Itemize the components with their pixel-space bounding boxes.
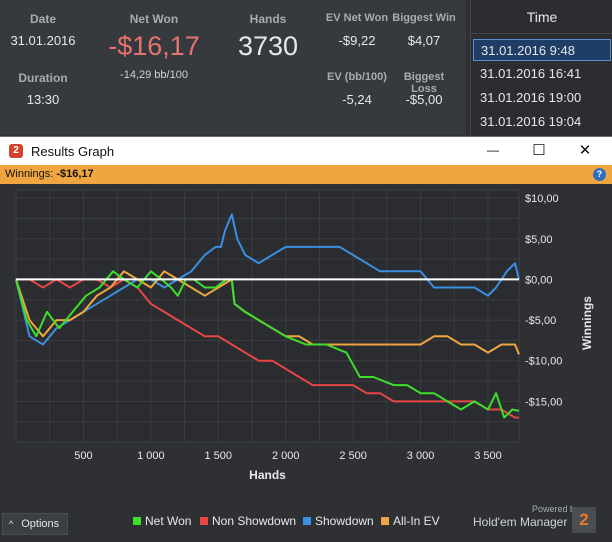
brand-logo-icon: 2 — [572, 507, 596, 533]
winnings-strip: Winnings: -$16,17 ? — [0, 165, 612, 184]
x-axis-title: Hands — [249, 468, 286, 482]
window-title: Results Graph — [31, 144, 115, 159]
date-label: Date — [29, 12, 56, 26]
y-tick-label: -$10,00 — [525, 356, 562, 368]
net-won-label: Net Won — [129, 12, 179, 26]
y-axis-title: Winnings — [580, 296, 594, 350]
y-tick-label: $5,00 — [525, 234, 553, 246]
window-titlebar[interactable]: 2 Results Graph — ☐ ✕ — [0, 137, 612, 165]
ev-net-won-value: -$9,22 — [338, 33, 376, 48]
series-line-net-won — [15, 270, 520, 419]
legend-label: Showdown — [315, 514, 374, 528]
results-chart: $10,00 $5,00 $0,00 -$5,00 -$10,00 -$15,00 500 1… — [15, 189, 594, 482]
x-tick-label: 2 000 — [272, 450, 300, 462]
plot-area — [15, 189, 520, 443]
x-tick-label: 1 500 — [205, 450, 233, 462]
biggest-win-label: Biggest Win — [392, 12, 456, 24]
ev-bb-value: -5,24 — [342, 92, 372, 107]
winnings-label: Winnings: — [5, 168, 54, 180]
legend-label: Net Won — [145, 514, 192, 528]
chart-footer: ^ Options Net Won Non Showdown Showdown A… — [0, 504, 612, 542]
legend-all-in-ev[interactable]: All-In EV — [381, 514, 440, 528]
legend-label: Non Showdown — [212, 514, 297, 528]
y-tick-label: -$5,00 — [525, 315, 556, 327]
maximize-button[interactable]: ☐ — [532, 142, 546, 159]
time-list-item[interactable]: 31.01.2016 19:04 — [480, 114, 582, 129]
app-logo-icon: 2 — [9, 144, 23, 158]
duration-label: Duration — [18, 71, 68, 85]
chevron-up-icon: ^ — [9, 519, 14, 529]
winnings-summary: Winnings: -$16,17 — [5, 168, 94, 180]
legend-label: All-In EV — [393, 514, 440, 528]
session-time-list: Time 31.01.2016 9:48 31.01.2016 16:41 31… — [470, 0, 612, 135]
time-list-item[interactable]: 31.01.2016 16:41 — [480, 66, 582, 81]
legend-showdown[interactable]: Showdown — [303, 514, 374, 528]
powered-by-text: Powered by — [532, 504, 580, 514]
biggest-loss-label: Biggest Loss — [403, 71, 445, 95]
net-won-value: -$16,17 — [108, 31, 200, 61]
hands-label: Hands — [249, 12, 287, 26]
session-summary-panel: Date 31.01.2016 Duration 13:30 Net Won -… — [0, 0, 466, 135]
y-tick-label: $10,00 — [525, 193, 559, 205]
hands-value: 3730 — [237, 31, 299, 61]
bb-per-100-value: -14,29 bb/100 — [120, 69, 188, 81]
x-tick-label: 2 500 — [339, 450, 367, 462]
minimize-button[interactable]: — — [487, 143, 499, 157]
time-list-item[interactable]: 31.01.2016 19:00 — [480, 90, 582, 105]
x-tick-label: 3 000 — [407, 450, 435, 462]
x-tick-label: 3 500 — [474, 450, 502, 462]
help-icon[interactable]: ? — [593, 168, 606, 181]
winnings-value: -$16,17 — [56, 168, 94, 180]
y-tick-label: $0,00 — [525, 274, 553, 286]
options-label: Options — [21, 518, 60, 530]
duration-value: 13:30 — [26, 92, 60, 107]
time-list-item[interactable]: 31.01.2016 9:48 — [473, 39, 611, 61]
series-line-non-showdown — [16, 278, 519, 419]
x-tick-label: 1 000 — [137, 450, 165, 462]
y-tick-label: -$15,00 — [525, 396, 562, 408]
biggest-win-value: $4,07 — [407, 33, 441, 48]
time-column-header[interactable]: Time — [471, 0, 612, 34]
legend-non-showdown[interactable]: Non Showdown — [200, 514, 296, 528]
brand-name: Hold'em Manager — [473, 515, 568, 529]
biggest-loss-value: -$5,00 — [405, 92, 443, 107]
ev-net-won-label: EV Net Won — [325, 12, 389, 24]
options-button[interactable]: ^ Options — [2, 513, 68, 535]
close-button[interactable]: ✕ — [578, 142, 592, 159]
date-value: 31.01.2016 — [10, 33, 76, 48]
x-tick-label: 500 — [74, 450, 92, 462]
legend-net-won[interactable]: Net Won — [133, 514, 191, 528]
ev-bb-label: EV (bb/100) — [327, 71, 387, 83]
results-graph-window: 2 Results Graph — ☐ ✕ Winnings: -$16,17 … — [0, 136, 612, 542]
series-line-showdown — [15, 213, 520, 346]
